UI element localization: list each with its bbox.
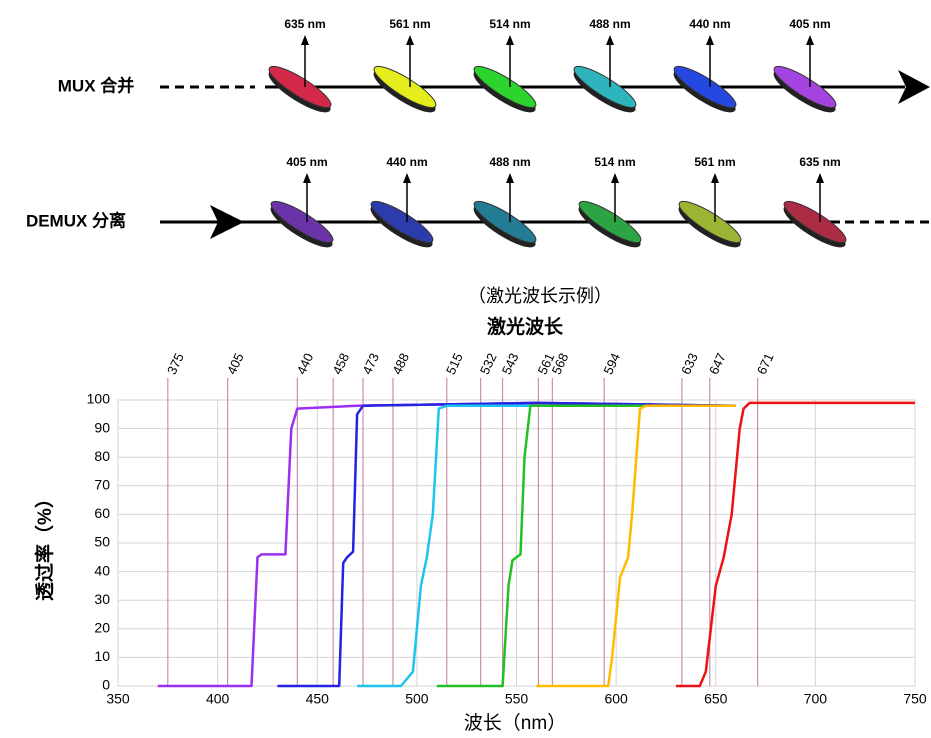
caption: （激光波长示例） bbox=[468, 286, 612, 306]
demux-arrowhead bbox=[210, 205, 244, 239]
y-tick-label: 0 bbox=[102, 677, 110, 693]
beam-arrowhead bbox=[611, 173, 619, 183]
beam-arrowhead bbox=[816, 173, 824, 183]
y-tick-label: 50 bbox=[94, 534, 110, 550]
filter bbox=[783, 200, 847, 248]
filter bbox=[578, 200, 642, 248]
beam-arrowhead bbox=[606, 35, 614, 45]
wavelength-label: 635 nm bbox=[799, 155, 840, 169]
transmission-curve bbox=[536, 404, 736, 688]
filter bbox=[373, 65, 437, 113]
wavelength-label: 635 nm bbox=[284, 17, 325, 31]
beam-arrowhead bbox=[506, 173, 514, 183]
y-tick-label: 30 bbox=[94, 591, 110, 607]
beam-arrowhead bbox=[403, 173, 411, 183]
beam-arrowhead bbox=[303, 173, 311, 183]
transmission-curve bbox=[675, 401, 915, 688]
wavelength-label: 514 nm bbox=[489, 17, 530, 31]
x-axis-label: 波长（nm） bbox=[464, 712, 566, 734]
mux-label: MUX 合并 bbox=[58, 75, 135, 95]
y-tick-label: 60 bbox=[94, 505, 110, 521]
laser-label: 671 bbox=[754, 351, 777, 377]
x-tick-label: 400 bbox=[206, 691, 230, 707]
laser-label: 458 bbox=[329, 351, 352, 377]
wavelength-label: 405 nm bbox=[789, 17, 830, 31]
x-tick-label: 350 bbox=[106, 691, 130, 707]
laser-label: 405 bbox=[224, 351, 247, 377]
y-tick-label: 10 bbox=[94, 648, 110, 664]
y-tick-label: 40 bbox=[94, 562, 110, 578]
wavelength-label: 488 nm bbox=[489, 155, 530, 169]
wavelength-label: 561 nm bbox=[694, 155, 735, 169]
transmission-curve bbox=[357, 404, 736, 688]
laser-label: 488 bbox=[389, 351, 412, 377]
y-tick-label: 20 bbox=[94, 620, 110, 636]
wavelength-label: 440 nm bbox=[386, 155, 427, 169]
filter bbox=[270, 200, 334, 248]
y-tick-label: 70 bbox=[94, 477, 110, 493]
beam-arrowhead bbox=[301, 35, 309, 45]
beam-arrowhead bbox=[706, 35, 714, 45]
beam-arrowhead bbox=[406, 35, 414, 45]
y-tick-label: 80 bbox=[94, 448, 110, 464]
x-tick-label: 700 bbox=[804, 691, 828, 707]
laser-label: 515 bbox=[443, 351, 466, 377]
transmission-curve bbox=[436, 404, 736, 688]
y-tick-label: 90 bbox=[94, 419, 110, 435]
laser-label: 543 bbox=[499, 351, 522, 377]
laser-label: 647 bbox=[706, 351, 729, 377]
x-tick-label: 600 bbox=[604, 691, 628, 707]
filter bbox=[573, 65, 637, 113]
transmission-curve bbox=[277, 401, 736, 688]
y-tick-label: 100 bbox=[87, 391, 111, 407]
chart-title: 激光波长 bbox=[487, 315, 564, 338]
laser-label: 633 bbox=[678, 351, 701, 377]
laser-label: 532 bbox=[477, 351, 500, 377]
wavelength-label: 440 nm bbox=[689, 17, 730, 31]
laser-label: 473 bbox=[359, 351, 382, 377]
filter bbox=[370, 200, 434, 248]
wavelength-label: 514 nm bbox=[594, 155, 635, 169]
filter bbox=[473, 65, 537, 113]
laser-label: 375 bbox=[164, 351, 187, 377]
wavelength-label: 405 nm bbox=[286, 155, 327, 169]
mux-arrowhead bbox=[898, 70, 930, 104]
filter bbox=[773, 65, 837, 113]
beam-arrowhead bbox=[506, 35, 514, 45]
filter bbox=[473, 200, 537, 248]
beam-arrowhead bbox=[711, 173, 719, 183]
wavelength-label: 561 nm bbox=[389, 17, 430, 31]
filter bbox=[678, 200, 742, 248]
demux-label: DEMUX 分离 bbox=[26, 210, 126, 230]
x-tick-label: 750 bbox=[903, 691, 927, 707]
x-tick-label: 500 bbox=[405, 691, 429, 707]
wavelength-label: 488 nm bbox=[589, 17, 630, 31]
filter bbox=[268, 65, 332, 113]
x-tick-label: 550 bbox=[505, 691, 529, 707]
beam-arrowhead bbox=[806, 35, 814, 45]
laser-label: 440 bbox=[294, 351, 317, 377]
x-tick-label: 650 bbox=[704, 691, 728, 707]
filter bbox=[673, 65, 737, 113]
y-axis-label: 透过率（%） bbox=[33, 489, 56, 601]
laser-label: 594 bbox=[600, 351, 623, 377]
x-tick-label: 450 bbox=[306, 691, 330, 707]
